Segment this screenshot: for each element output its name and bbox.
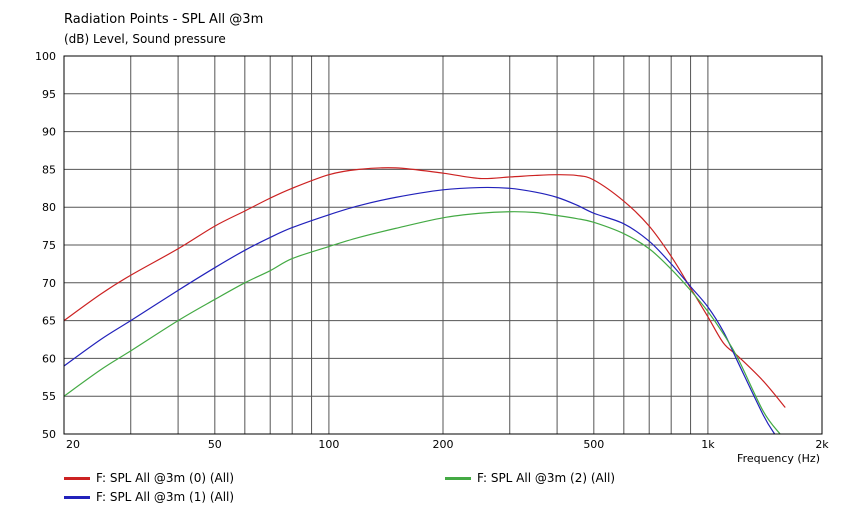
series-layer: [63, 167, 786, 435]
y-tick-label: 55: [42, 390, 56, 403]
legend-item-0: F: SPL All @3m (0) (All): [64, 471, 234, 485]
legend-label: F: SPL All @3m (0) (All): [96, 471, 235, 485]
legend-item-1: F: SPL All @3m (1) (All): [64, 490, 234, 504]
series-line-1: [63, 186, 776, 435]
chart-title: Radiation Points - SPL All @3m: [64, 12, 264, 27]
y-tick-label: 90: [42, 126, 56, 139]
x-axis-label: Frequency (Hz): [737, 452, 820, 465]
y-tick-label: 85: [42, 163, 56, 176]
x-tick-label: 50: [208, 438, 222, 451]
series-line-0: [63, 167, 786, 408]
legend-label: F: SPL All @3m (1) (All): [96, 490, 235, 504]
y-tick-label: 100: [35, 50, 56, 63]
x-tick-label: 1k: [701, 438, 715, 451]
legend-item-2: F: SPL All @3m (2) (All): [445, 471, 615, 485]
y-tick-label: 75: [42, 239, 56, 252]
legend-swatch: [64, 496, 90, 499]
y-tick-label: 65: [42, 315, 56, 328]
y-tick-label: 95: [42, 88, 56, 101]
y-tick-label: 50: [42, 428, 56, 441]
tick-layer: 50 55 60 65 70 75 80 85 90 95 100 20 50 100 200 500 1k 2k: [35, 50, 829, 451]
y-tick-label: 80: [42, 201, 56, 214]
grid-layer: [64, 55, 822, 435]
x-tick-label: 200: [433, 438, 454, 451]
x-tick-label: 2k: [815, 438, 829, 451]
plot-frame: [63, 55, 823, 435]
legend-label: F: SPL All @3m (2) (All): [477, 471, 616, 485]
series-line-2: [63, 211, 781, 435]
x-tick-label: 100: [318, 438, 339, 451]
legend-swatch: [445, 477, 471, 480]
legend-swatch: [64, 477, 90, 480]
y-tick-label: 60: [42, 352, 56, 365]
x-tick-label: 20: [66, 438, 80, 451]
x-tick-label: 500: [583, 438, 604, 451]
y-tick-label: 70: [42, 277, 56, 290]
y-axis-unit-label: (dB) Level, Sound pressure: [64, 32, 226, 46]
